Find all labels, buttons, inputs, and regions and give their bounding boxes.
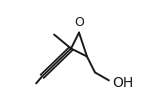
Text: O: O [74,16,84,29]
Text: OH: OH [112,76,133,90]
